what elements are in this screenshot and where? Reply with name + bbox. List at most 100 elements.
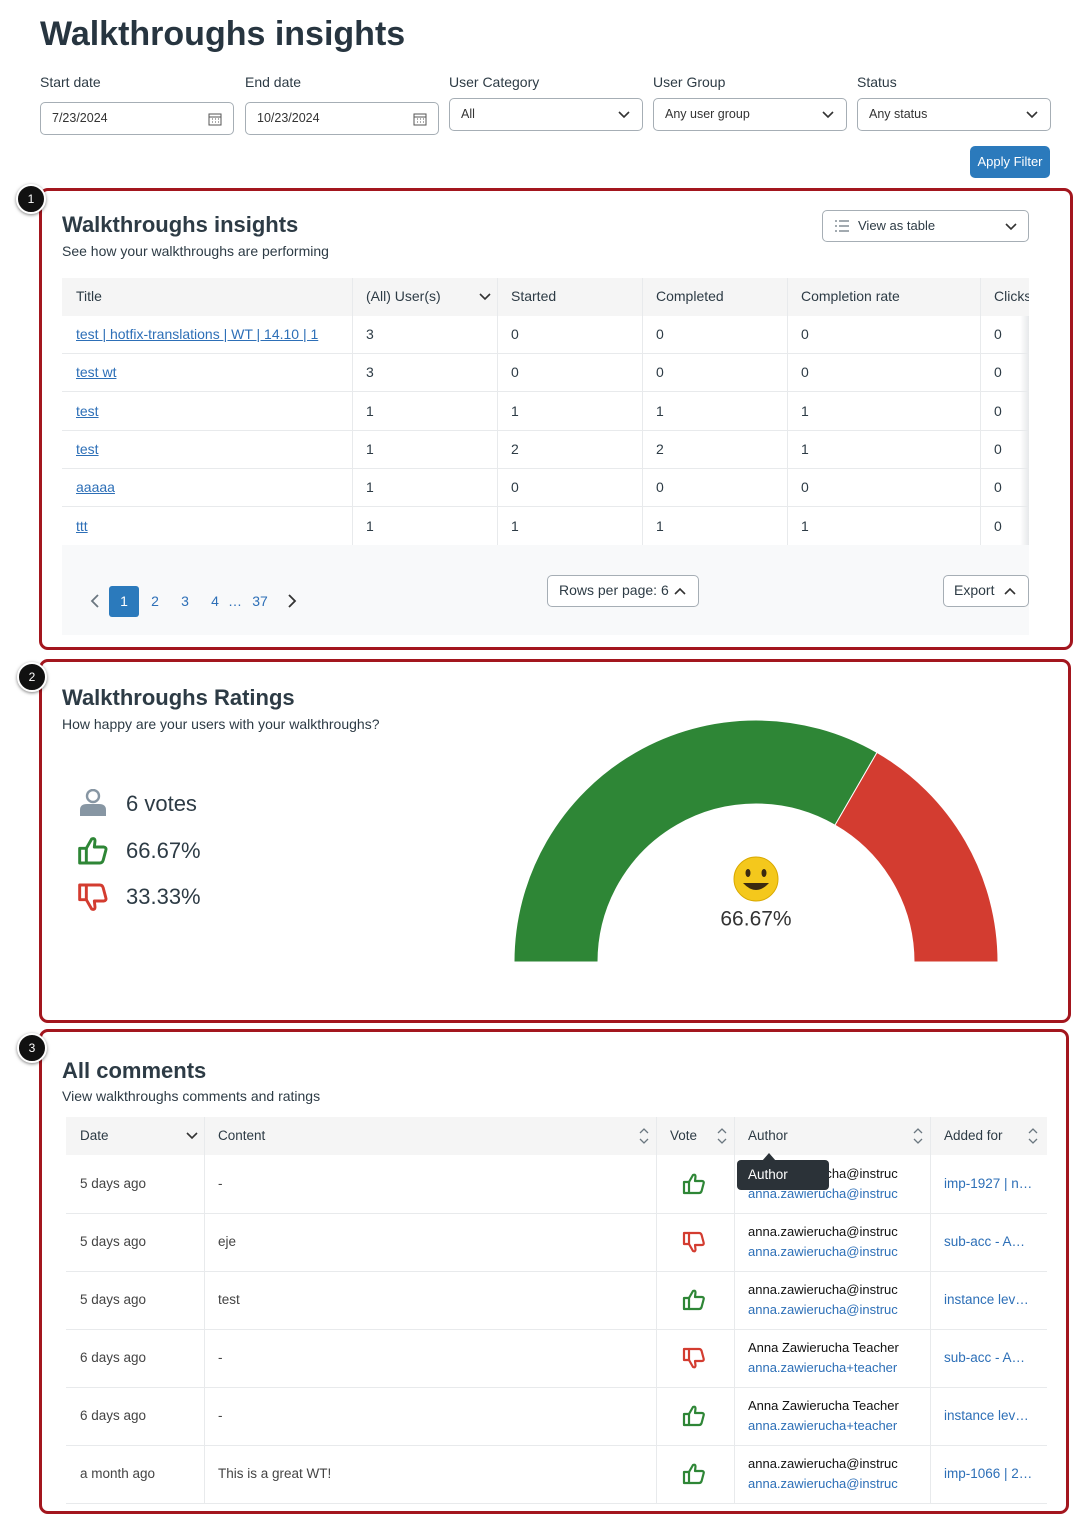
- tooltip-arrow: [762, 1153, 776, 1161]
- section-subtitle: How happy are your users with your walkt…: [62, 716, 380, 733]
- row-divider: [62, 353, 1029, 354]
- table-cell: 0: [994, 326, 1002, 342]
- page-button[interactable]: 37: [252, 593, 268, 609]
- comment-email[interactable]: anna.zawierucha+teacher: [748, 1417, 898, 1433]
- negative-rate: 33.33%: [126, 883, 201, 909]
- emoji: [733, 856, 779, 902]
- page-button[interactable]: 2: [151, 593, 159, 609]
- rows-per-page[interactable]: [547, 575, 699, 607]
- comment-email[interactable]: anna.zawierucha@instruc: [748, 1243, 898, 1259]
- table-cell: 1: [801, 517, 809, 534]
- step-badge: 1: [16, 184, 46, 214]
- vote-up-icon: [682, 1173, 705, 1195]
- vote-up-icon: [682, 1289, 705, 1311]
- table-cell: 1: [366, 517, 374, 534]
- comment-author: Anna Zawierucha Teacher: [748, 1397, 899, 1413]
- column-header: Title: [76, 288, 102, 304]
- comment-content: -: [218, 1175, 223, 1191]
- comment-email[interactable]: anna.zawierucha@instruc: [748, 1301, 898, 1317]
- comment-added-for[interactable]: imp-1066 | 2…: [944, 1465, 1033, 1481]
- step-badge: 2: [17, 662, 47, 692]
- title-link[interactable]: test: [76, 440, 99, 457]
- row-divider: [62, 506, 1029, 508]
- comment-author: Anna Zawierucha Teacher: [748, 1339, 899, 1355]
- prev-page[interactable]: [89, 593, 101, 609]
- title-link[interactable]: aaaaa: [76, 479, 115, 496]
- comment-author: anna.zawierucha@instruc: [748, 1455, 898, 1471]
- step-badge: 3: [17, 1033, 47, 1063]
- column-header: Added for: [944, 1127, 1003, 1143]
- row-divider: [62, 544, 1029, 545]
- select[interactable]: [449, 98, 643, 131]
- column-header: Author: [748, 1127, 788, 1143]
- column-divider: [930, 1117, 931, 1504]
- page-button[interactable]: 3: [181, 593, 189, 609]
- sort-icon[interactable]: [638, 1126, 650, 1146]
- date-input[interactable]: [40, 102, 234, 135]
- chevron-down: [822, 111, 834, 119]
- tooltip: Author: [737, 1160, 829, 1190]
- title-link[interactable]: test: [76, 402, 99, 419]
- table-cell: 3: [366, 326, 374, 342]
- table-cell: 0: [994, 517, 1002, 534]
- table-cell: 0: [511, 364, 519, 381]
- row-divider: [62, 429, 1029, 431]
- apply-button[interactable]: Apply Filter: [970, 146, 1050, 178]
- table-cell: 0: [801, 479, 809, 496]
- title-link[interactable]: test | hotfix-translations | WT | 14.10 …: [76, 326, 319, 342]
- filter-label: User Group: [653, 74, 726, 91]
- chevron-down: [1026, 111, 1038, 119]
- date-input[interactable]: [245, 102, 439, 135]
- table-cell: 1: [366, 479, 374, 496]
- filter-label: End date: [245, 74, 302, 91]
- row-divider: [66, 1213, 1047, 1214]
- insights-table: Title (All) User(s) Started Completed Comple…: [62, 278, 1029, 545]
- section-title: Walkthroughs Ratings: [62, 684, 295, 710]
- select[interactable]: [857, 98, 1051, 131]
- select[interactable]: [653, 98, 847, 131]
- next-page[interactable]: [286, 593, 298, 609]
- table-cell: 1: [366, 402, 374, 419]
- table-cell: 1: [801, 440, 809, 457]
- comment-added-for[interactable]: instance lev…: [944, 1291, 1029, 1307]
- chevron-down: [186, 1132, 198, 1140]
- filter-value: 7/23/2024: [52, 111, 108, 126]
- gauge-label: 66.67%: [720, 908, 791, 931]
- gauge-negative-arc: [834, 751, 999, 963]
- table-cell: 1: [656, 402, 664, 419]
- section-title: Walkthroughs insights: [62, 211, 299, 237]
- page-button[interactable]: 1: [109, 586, 139, 617]
- comment-author: anna.zawierucha@instruc: [748, 1281, 898, 1297]
- comment-added-for[interactable]: sub-acc - A…: [944, 1349, 1026, 1365]
- export-button[interactable]: [943, 575, 1029, 607]
- comment-date: 6 days ago: [80, 1349, 147, 1365]
- comment-added-for[interactable]: imp-1927 | n…: [944, 1175, 1033, 1191]
- section-subtitle: View walkthroughs comments and ratings: [62, 1088, 321, 1105]
- filter-value: 10/23/2024: [257, 111, 320, 126]
- title-link[interactable]: test wt: [76, 364, 117, 381]
- title-link[interactable]: ttt: [76, 517, 88, 534]
- comment-email[interactable]: anna.zawierucha@instruc: [748, 1475, 898, 1491]
- sort-icon[interactable]: [716, 1126, 728, 1146]
- comment-content: -: [218, 1349, 223, 1365]
- row-divider: [62, 391, 1029, 393]
- table-cell: 0: [511, 326, 519, 342]
- page-button[interactable]: 4: [211, 593, 219, 609]
- comment-content: eje: [218, 1233, 237, 1249]
- column-divider: [980, 278, 981, 545]
- chevron-up: [674, 587, 686, 595]
- sort-icon[interactable]: [1027, 1126, 1039, 1146]
- positive-rate: 66.67%: [126, 837, 201, 863]
- comment-added-for[interactable]: sub-acc - A…: [944, 1233, 1026, 1249]
- view-select[interactable]: [822, 210, 1029, 242]
- table-header: [62, 278, 1029, 316]
- table-cell: 1: [511, 517, 519, 534]
- page-button[interactable]: …: [228, 593, 242, 609]
- comment-email[interactable]: anna.zawierucha+teacher: [748, 1359, 898, 1375]
- insights-panel: [39, 188, 1073, 650]
- sort-icon[interactable]: [912, 1126, 924, 1146]
- vote-up-icon: [682, 1405, 705, 1427]
- table-cell: 1: [366, 440, 374, 457]
- comment-added-for[interactable]: instance lev…: [944, 1407, 1029, 1423]
- table-cell: 1: [801, 402, 809, 419]
